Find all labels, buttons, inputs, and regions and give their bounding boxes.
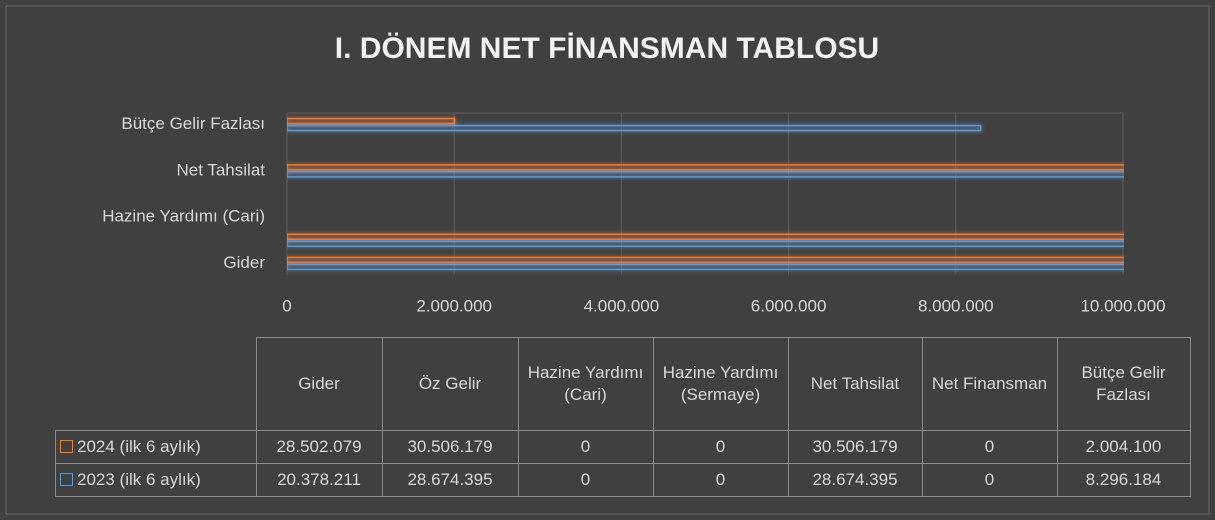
table-value: 28.502.079 [255,430,383,464]
y-tick-label: Bütçe Gelir Fazlası [121,114,265,133]
bar [287,263,1124,271]
x-tick-label: 4.000.000 [584,296,660,315]
table-value: 0 [652,463,789,497]
table-value: 20.378.211 [255,463,383,497]
table-value: 28.674.395 [787,463,923,497]
bar [287,117,456,125]
table-value: 0 [517,430,654,464]
bar [287,171,1124,178]
table-header: Net Finansman [921,337,1058,431]
table-row: 2024 (ilk 6 aylık) 28.502.079 30.506.179 0 0… [55,430,1191,464]
legend-cell: 2023 (ilk 6 aylık) [55,463,257,497]
x-tick-label: 2.000.000 [416,296,492,315]
x-tick-label: 8.000.000 [918,296,994,315]
y-tick-label: Net Tahsilat [176,160,265,179]
table-value: 0 [921,430,1058,464]
table-value: 30.506.179 [381,430,519,464]
table-header: Hazine Yardımı (Sermaye) [652,337,789,431]
bar [287,233,1124,241]
table-header: Net Tahsilat [787,337,923,431]
legend-cell: 2024 (ilk 6 aylık) [55,430,257,464]
table-value: 28.674.395 [381,463,519,497]
bar [287,256,1124,264]
bar [287,124,982,132]
table-value: 2.004.100 [1056,430,1191,464]
x-tick-label: 6.000.000 [751,296,827,315]
table-value: 8.296.184 [1056,463,1191,497]
table-header: Bütçe Gelir Fazlası [1056,337,1191,431]
x-tick-label: 10.000.000 [1080,296,1165,315]
legend-label: 2023 (ilk 6 aylık) [77,470,201,489]
table-value: 0 [652,430,789,464]
data-table: Gider Öz Gelir Hazine Yardımı (Cari) Hazine… [55,337,1191,497]
table-value: 30.506.179 [787,430,923,464]
x-tick-label: 0 [282,296,291,315]
y-tick-label: Gider [223,253,265,272]
y-tick-label: Hazine Yardımı (Cari) [102,207,265,226]
bar [287,164,1124,171]
chart-title: I. DÖNEM NET FİNANSMAN TABLOSU [335,32,879,65]
table-header: Gider [255,337,383,431]
frame-border [5,5,1210,515]
table-row: 2023 (ilk 6 aylık) 20.378.211 28.674.395 0 0… [55,463,1191,497]
table-value: 0 [517,463,654,497]
bar [287,240,1124,248]
table-header: Hazine Yardımı (Cari) [517,337,654,431]
legend-label: 2024 (ilk 6 aylık) [77,437,201,456]
table-header: Öz Gelir [381,337,519,431]
legend-swatch [60,473,73,486]
table-value: 0 [921,463,1058,497]
legend-swatch [60,440,73,453]
